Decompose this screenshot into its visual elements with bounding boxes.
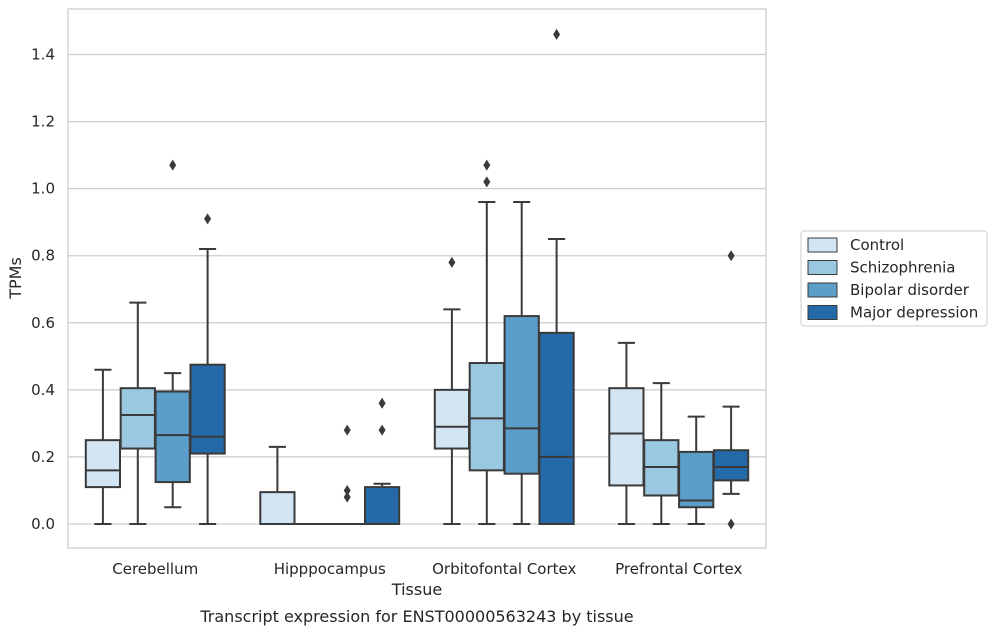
y-tick-label: 1.4 [31,46,55,64]
legend-label: Major depression [850,304,978,322]
y-tick-label: 0.2 [31,448,55,466]
box-iqr [468,362,505,472]
legend-swatch [807,260,838,275]
outlier-point [343,424,351,436]
box-iqr [189,363,226,455]
legend-frame [800,230,988,327]
box-iqr [503,315,540,475]
box-major-depression [189,213,226,525]
y-tick-label: 0.8 [31,247,55,265]
box-iqr [608,387,645,487]
box-bipolar-disorder [503,201,540,525]
x-tick-label: Prefrontal Cortex [615,560,742,578]
x-axis-label: Tissue [391,580,442,599]
legend-label: Schizophrenia [850,259,955,277]
box-iqr [678,450,715,509]
box-control [84,368,122,525]
outlier-point [727,250,735,262]
y-tick-label: 1.2 [31,113,55,131]
legend-swatch [807,305,838,320]
y-tick-labels: 0.0 0.2 0.4 0.6 0.8 1.0 1.2 1.4 [31,46,55,534]
y-tick-label: 0.4 [31,381,55,399]
box-schizophrenia [119,301,156,525]
outlier-point [343,491,351,503]
outlier-point [169,159,177,171]
box-major-depression [363,397,401,526]
box-iqr [538,331,575,525]
outlier-point [483,176,491,188]
y-tick-label: 0.0 [31,515,55,533]
y-axis-label: TPMs [6,257,25,300]
outlier-point [483,159,491,171]
x-tick-label: Orbitofontal Cortex [432,560,576,578]
box-iqr [259,491,296,526]
outlier-point [378,424,386,436]
box-bipolar-disorder [329,424,366,526]
box-iqr [119,387,156,450]
x-tick-label: Cerebellum [112,560,198,578]
legend-swatch [807,282,838,298]
legend-swatch [807,237,838,253]
box-control [259,445,296,526]
box-schizophrenia [643,382,680,525]
x-tick-labels: Cerebellum Hipppocampus Orbitofontal Corte… [112,560,742,578]
box-control [433,256,471,525]
y-tick-label: 1.0 [31,180,55,198]
box-schizophrenia [468,159,505,525]
box-iqr [154,390,191,484]
box-control [608,341,645,525]
box-iqr [84,439,122,489]
box-bipolar-disorder [154,159,191,509]
legend: Control Schizophrenia Bipolar disorder Majo… [800,230,988,327]
y-tick-label: 0.6 [31,314,55,332]
legend-label: Control [850,236,904,254]
box-iqr [363,486,401,526]
box-iqr [433,388,471,450]
outlier-point [378,397,386,409]
box-major-depression [712,250,750,530]
x-tick-label: Hipppocampus [274,560,386,578]
plot-frame [67,8,767,549]
box-iqr [712,449,750,482]
outlier-point [448,256,456,268]
outlier-point [553,28,561,40]
legend-label: Bipolar disorder [850,281,970,299]
outlier-point [204,213,212,225]
outlier-point [727,518,735,530]
box-series [84,28,750,530]
box-major-depression [538,28,575,525]
outlier-point [343,484,351,496]
chart-caption: Transcript expression for ENST0000056324… [199,607,633,626]
